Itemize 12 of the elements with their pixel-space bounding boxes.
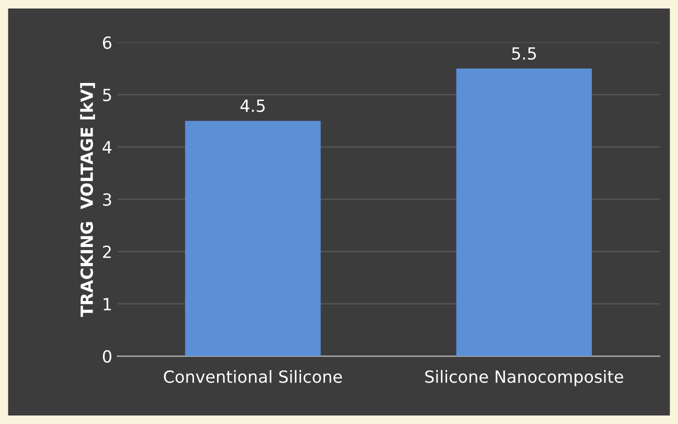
x-tick-label: Silicone Nanocomposite: [425, 370, 624, 386]
y-tick-label: 1: [104, 298, 111, 310]
y-tick-label: 0: [102, 350, 112, 363]
y-tick-label: 6: [102, 36, 112, 49]
y-axis-title: TRACKING VOLTAGE [kV]: [80, 83, 96, 317]
data-label: 4.5: [240, 100, 265, 112]
y-tick-label: 5: [103, 88, 111, 102]
y-tick-label: 4: [102, 141, 112, 154]
data-label: 5.5: [512, 47, 536, 60]
x-tick-label: Conventional Silicone: [164, 370, 342, 383]
y-tick-label: 3: [103, 193, 112, 206]
y-tick-label: 2: [103, 246, 111, 258]
